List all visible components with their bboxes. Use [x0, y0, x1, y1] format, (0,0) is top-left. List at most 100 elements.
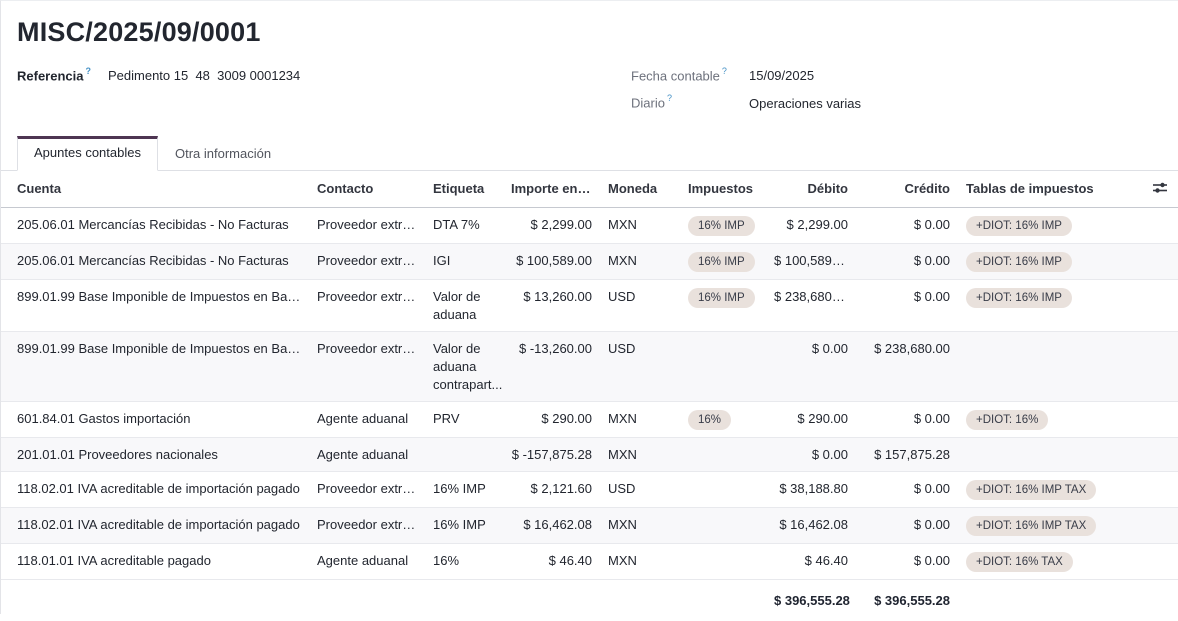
cell-impuestos[interactable]: 16% IMP: [680, 207, 766, 244]
cell-tablas-impuestos[interactable]: +DIOT: 16% IMP: [958, 243, 1141, 280]
cell-importe-moneda[interactable]: $ 100,589.00: [503, 243, 600, 280]
cell-moneda[interactable]: MXN: [600, 243, 680, 280]
cell-moneda[interactable]: USD: [600, 471, 680, 508]
cell-etiqueta[interactable]: 16%: [425, 543, 503, 580]
cell-etiqueta[interactable]: Valor de aduana: [425, 279, 503, 332]
cell-debito[interactable]: $ 100,589.00: [766, 243, 856, 280]
cell-debito[interactable]: $ 2,299.00: [766, 207, 856, 244]
fecha-contable-value[interactable]: 15/09/2025: [749, 68, 815, 84]
cell-moneda[interactable]: USD: [600, 279, 680, 332]
cell-importe-moneda[interactable]: $ 2,121.60: [503, 471, 600, 508]
cell-debito[interactable]: $ 38,188.80: [766, 471, 856, 508]
cell-contacto[interactable]: Agente aduanal: [309, 437, 425, 472]
cell-cuenta[interactable]: 201.01.01 Proveedores nacionales: [1, 437, 309, 472]
cell-importe-moneda[interactable]: $ 2,299.00: [503, 207, 600, 244]
cell-importe-moneda[interactable]: $ 46.40: [503, 543, 600, 580]
cell-cuenta[interactable]: 899.01.99 Base Imponible de Impuestos en…: [1, 331, 309, 402]
cell-contacto[interactable]: Proveedor extra...: [309, 243, 425, 280]
referencia-value[interactable]: Pedimento 15 48 3009 0001234: [108, 68, 301, 84]
cell-debito[interactable]: $ 290.00: [766, 401, 856, 438]
cell-debito[interactable]: $ 0.00: [766, 331, 856, 402]
cell-moneda[interactable]: MXN: [600, 437, 680, 472]
cell-moneda[interactable]: USD: [600, 331, 680, 402]
cell-contacto[interactable]: Proveedor extra...: [309, 507, 425, 544]
cell-cuenta[interactable]: 899.01.99 Base Imponible de Impuestos en…: [1, 279, 309, 332]
cell-contacto[interactable]: Proveedor extra...: [309, 279, 425, 332]
cell-tablas-impuestos[interactable]: +DIOT: 16% IMP: [958, 207, 1141, 244]
cell-contacto[interactable]: Agente aduanal: [309, 543, 425, 580]
cell-etiqueta[interactable]: DTA 7%: [425, 207, 503, 244]
cell-tablas-impuestos[interactable]: +DIOT: 16% TAX: [958, 543, 1141, 580]
tax-badge[interactable]: 16%: [688, 409, 732, 430]
cell-cuenta[interactable]: 205.06.01 Mercancías Recibidas - No Fact…: [1, 243, 309, 280]
cell-tablas-impuestos[interactable]: +DIOT: 16%: [958, 401, 1141, 438]
cell-etiqueta[interactable]: IGI: [425, 243, 503, 280]
cell-impuestos[interactable]: [680, 471, 766, 508]
cell-debito[interactable]: $ 238,680.00: [766, 279, 856, 332]
tax-grid-badge[interactable]: +DIOT: 16% TAX: [966, 551, 1073, 572]
cell-importe-moneda[interactable]: $ -157,875.28: [503, 437, 600, 472]
cell-moneda[interactable]: MXN: [600, 507, 680, 544]
cell-impuestos[interactable]: [680, 507, 766, 544]
cell-contacto[interactable]: Proveedor extra...: [309, 207, 425, 244]
page-title[interactable]: MISC/2025/09/0001: [17, 17, 261, 47]
tax-badge[interactable]: 16% IMP: [688, 215, 755, 236]
cell-tablas-impuestos[interactable]: [958, 331, 1141, 402]
cell-credito[interactable]: $ 238,680.00: [856, 331, 958, 402]
cell-contacto[interactable]: Proveedor extra...: [309, 331, 425, 402]
cell-credito[interactable]: $ 0.00: [856, 279, 958, 332]
cell-credito[interactable]: $ 0.00: [856, 207, 958, 244]
optional-columns-icon[interactable]: [1152, 181, 1168, 198]
cell-credito[interactable]: $ 0.00: [856, 507, 958, 544]
cell-moneda[interactable]: MXN: [600, 207, 680, 244]
table-row: 601.84.01 Gastos importación Agente adua…: [1, 401, 1178, 438]
cell-moneda[interactable]: MXN: [600, 543, 680, 580]
cell-cuenta[interactable]: 118.01.01 IVA acreditable pagado: [1, 543, 309, 580]
diario-value[interactable]: Operaciones varias: [749, 95, 861, 111]
tax-badge[interactable]: 16% IMP: [688, 251, 755, 272]
cell-importe-moneda[interactable]: $ 290.00: [503, 401, 600, 438]
cell-impuestos[interactable]: [680, 543, 766, 580]
cell-tablas-impuestos[interactable]: +DIOT: 16% IMP TAX: [958, 471, 1141, 508]
cell-importe-moneda[interactable]: $ 13,260.00: [503, 279, 600, 332]
cell-etiqueta[interactable]: [425, 437, 503, 472]
cell-cuenta[interactable]: 118.02.01 IVA acreditable de importación…: [1, 507, 309, 544]
tab-otra-informacion[interactable]: Otra información: [174, 145, 272, 161]
tax-grid-badge[interactable]: +DIOT: 16%: [966, 409, 1049, 430]
cell-cuenta[interactable]: 118.02.01 IVA acreditable de importación…: [1, 471, 309, 508]
cell-moneda[interactable]: MXN: [600, 401, 680, 438]
cell-debito[interactable]: $ 16,462.08: [766, 507, 856, 544]
cell-importe-moneda[interactable]: $ -13,260.00: [503, 331, 600, 402]
tax-grid-badge[interactable]: +DIOT: 16% IMP TAX: [966, 515, 1097, 536]
cell-etiqueta[interactable]: 16% IMP: [425, 507, 503, 544]
cell-impuestos[interactable]: 16% IMP: [680, 243, 766, 280]
cell-importe-moneda[interactable]: $ 16,462.08: [503, 507, 600, 544]
cell-cuenta[interactable]: 205.06.01 Mercancías Recibidas - No Fact…: [1, 207, 309, 244]
cell-credito[interactable]: $ 0.00: [856, 401, 958, 438]
cell-cuenta[interactable]: 601.84.01 Gastos importación: [1, 401, 309, 438]
cell-debito[interactable]: $ 0.00: [766, 437, 856, 472]
cell-contacto[interactable]: Proveedor extra...: [309, 471, 425, 508]
cell-etiqueta[interactable]: PRV: [425, 401, 503, 438]
tax-grid-badge[interactable]: +DIOT: 16% IMP: [966, 287, 1072, 308]
cell-tablas-impuestos[interactable]: [958, 437, 1141, 472]
cell-credito[interactable]: $ 0.00: [856, 471, 958, 508]
cell-impuestos[interactable]: [680, 331, 766, 402]
cell-tablas-impuestos[interactable]: +DIOT: 16% IMP TAX: [958, 507, 1141, 544]
cell-impuestos[interactable]: 16% IMP: [680, 279, 766, 332]
cell-contacto[interactable]: Agente aduanal: [309, 401, 425, 438]
tax-badge[interactable]: 16% IMP: [688, 287, 755, 308]
cell-impuestos[interactable]: 16%: [680, 401, 766, 438]
cell-credito[interactable]: $ 157,875.28: [856, 437, 958, 472]
tab-apuntes-contables[interactable]: Apuntes contables: [17, 135, 158, 171]
cell-credito[interactable]: $ 0.00: [856, 243, 958, 280]
tax-grid-badge[interactable]: +DIOT: 16% IMP: [966, 215, 1072, 236]
cell-tablas-impuestos[interactable]: +DIOT: 16% IMP: [958, 279, 1141, 332]
cell-etiqueta[interactable]: Valor de aduana contrapart...: [425, 331, 503, 402]
tax-grid-badge[interactable]: +DIOT: 16% IMP: [966, 251, 1072, 272]
tax-grid-badge[interactable]: +DIOT: 16% IMP TAX: [966, 479, 1097, 500]
cell-etiqueta[interactable]: 16% IMP: [425, 471, 503, 508]
cell-credito[interactable]: $ 0.00: [856, 543, 958, 580]
cell-debito[interactable]: $ 46.40: [766, 543, 856, 580]
cell-impuestos[interactable]: [680, 437, 766, 472]
